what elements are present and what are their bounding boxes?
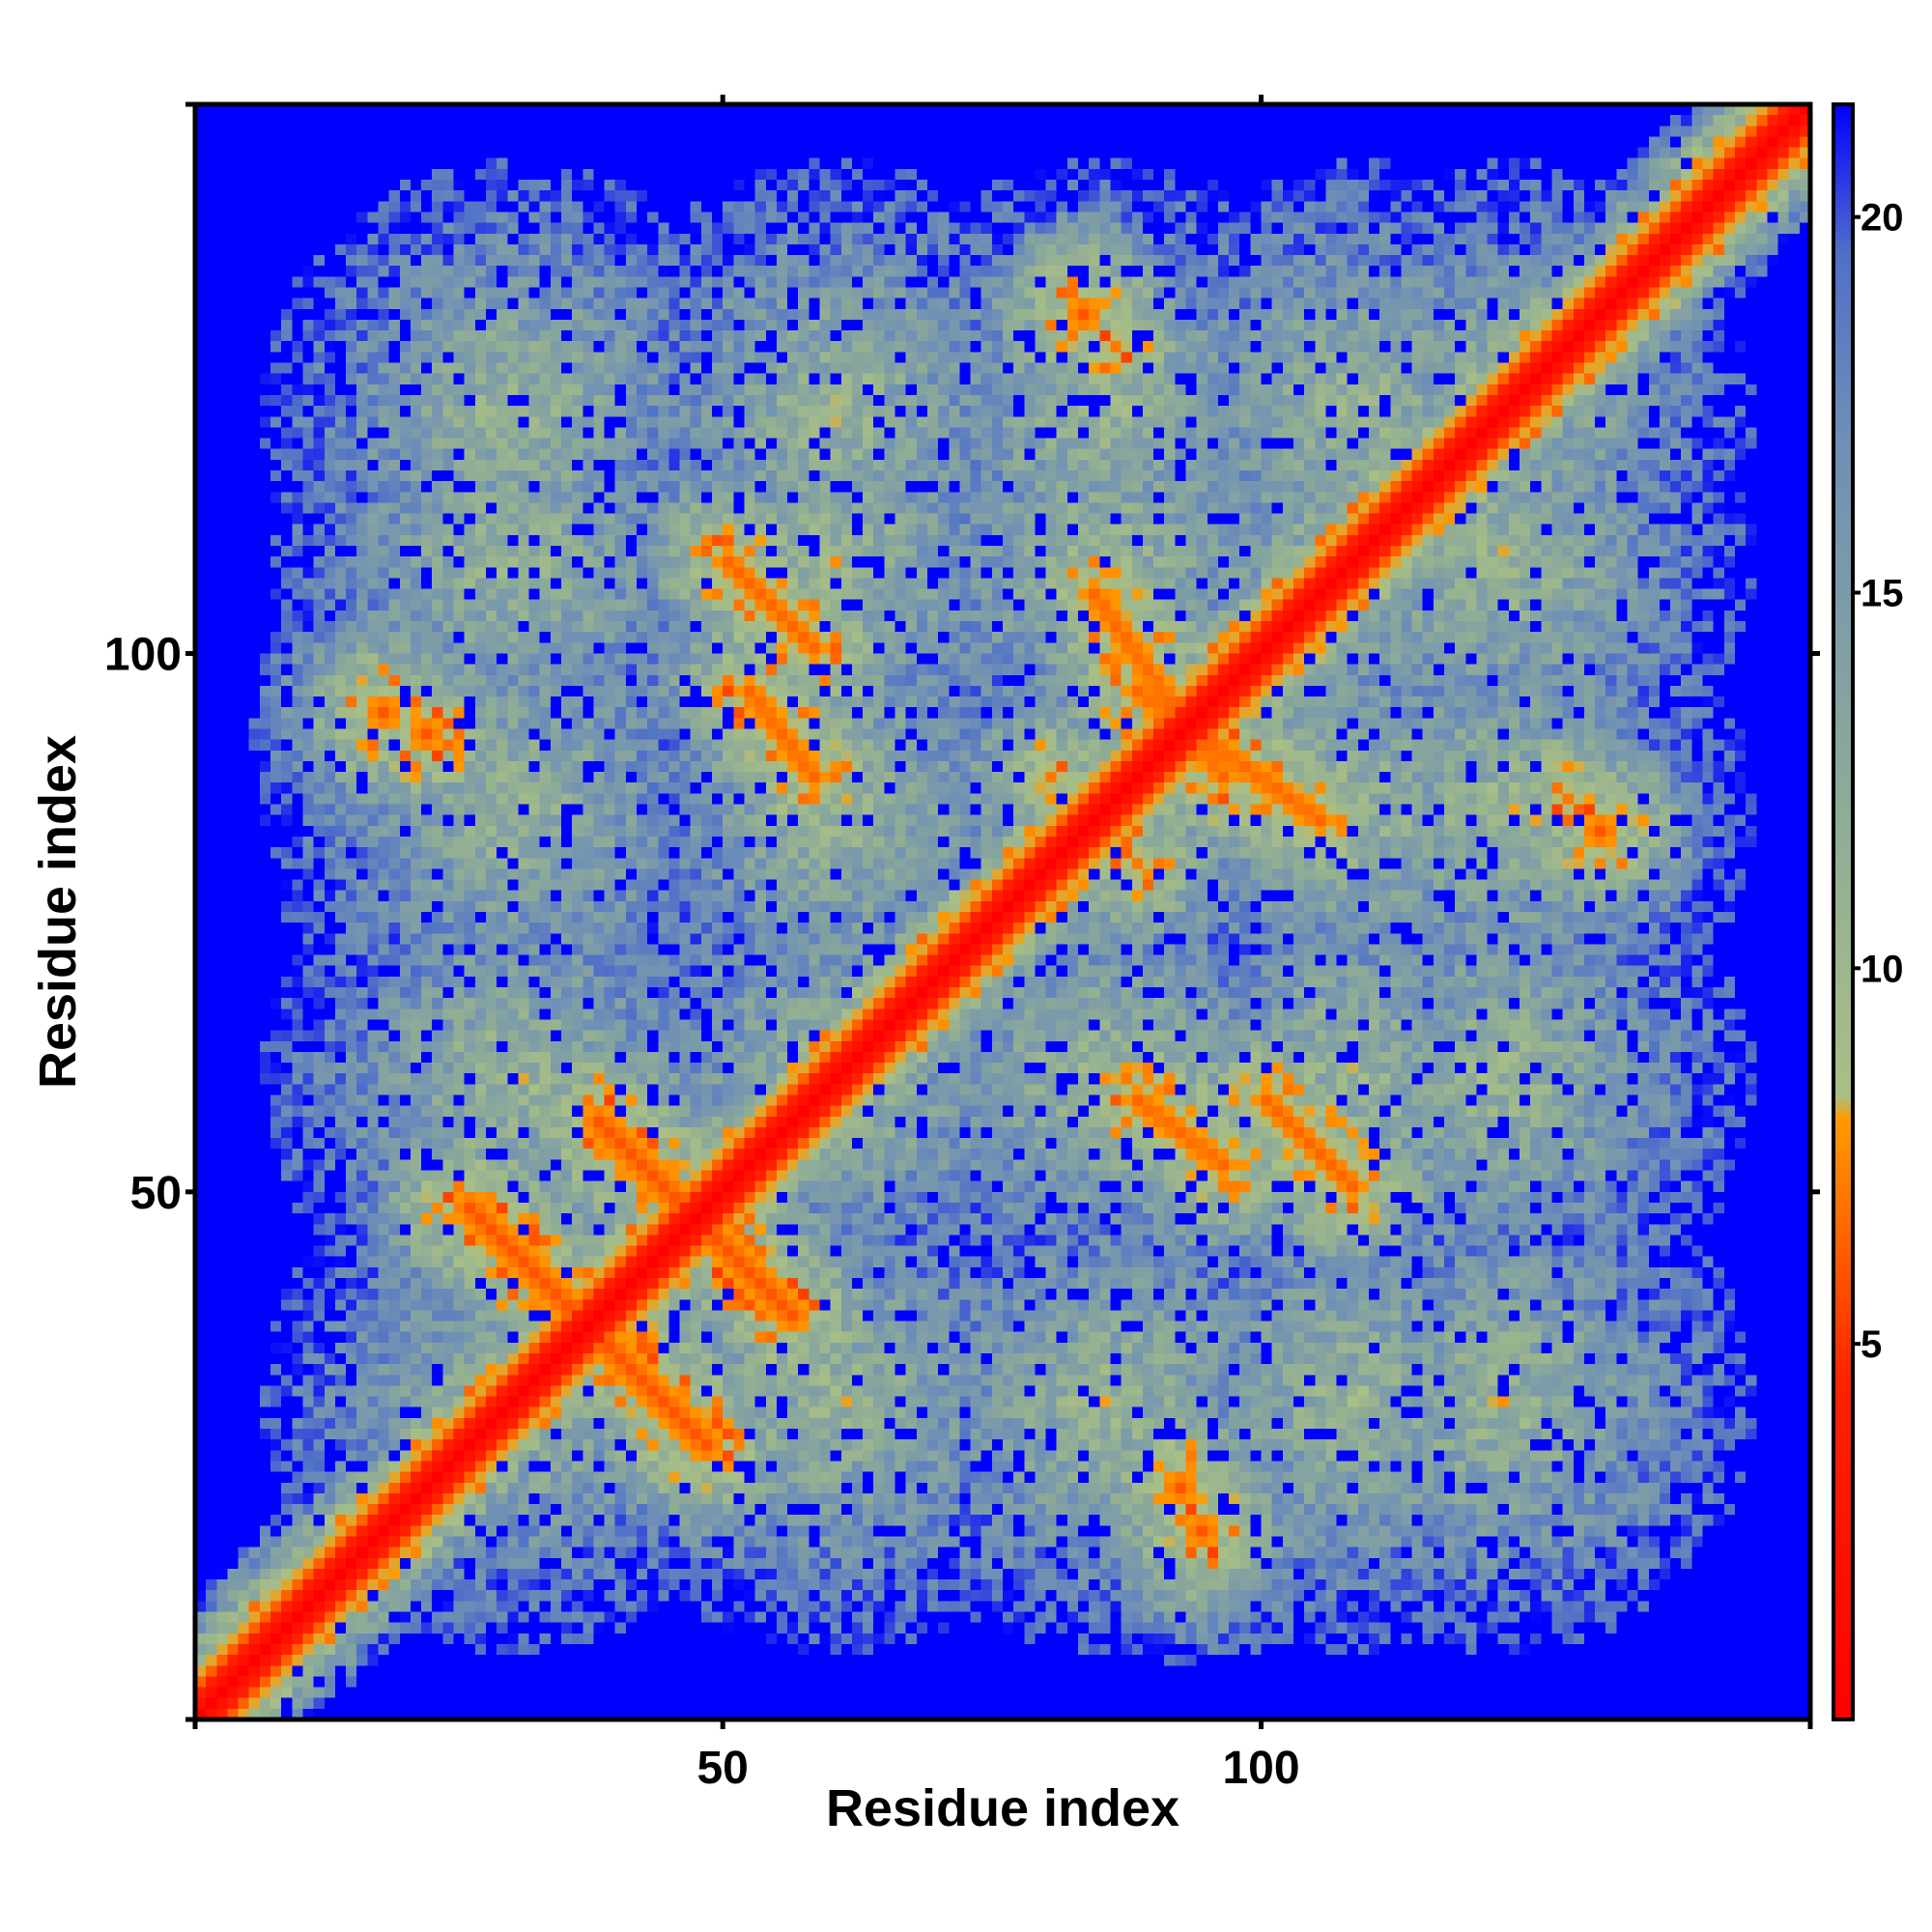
y-tick-label-100: 100 [104,629,182,680]
heatmap-cells [195,104,1810,1719]
colorbar: 5 10 15 20 [1832,102,1904,1721]
colorbar-frame [1832,102,1855,1721]
colorbar-ticks: 5 10 15 20 [1853,197,1904,1366]
colorbar-tick-label-20: 20 [1861,197,1904,240]
x-tick-label-50: 50 [696,1743,748,1794]
y-axis-ticks: 50 100 [104,101,1820,1722]
plot-frame [192,101,1813,1722]
colorbar-tick-label-15: 15 [1861,572,1904,614]
y-tick-label-50: 50 [130,1168,182,1219]
x-axis-title: Residue index [826,1779,1179,1837]
x-axis-ticks: 50 100 [192,95,1813,1794]
x-tick-label-100: 100 [1222,1743,1299,1794]
heatmap [195,104,1810,1719]
y-axis-title: Residue index [29,735,87,1089]
colorbar-fill [1833,104,1853,1719]
colorbar-tick-label-5: 5 [1861,1323,1882,1366]
colorbar-tick-label-10: 10 [1861,948,1904,990]
